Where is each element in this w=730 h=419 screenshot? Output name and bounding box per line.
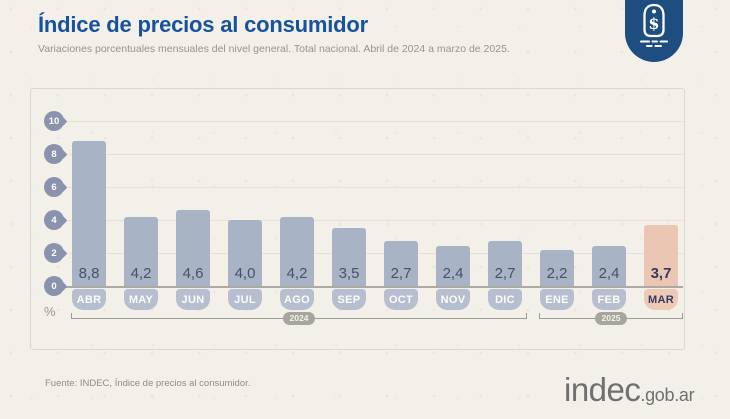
year-label-2025: 2025 [595,312,627,325]
bar-jul [228,220,262,286]
year-label-2024: 2024 [283,312,315,325]
bar-value-label-sep: 3,5 [338,265,360,282]
bar-ago [280,216,314,286]
x-axis-label-jul: JUL [228,289,262,310]
y-axis-tick-4: 4 [44,210,64,230]
gridline-4 [64,220,683,221]
x-axis-label-nov: NOV [436,289,470,310]
bar-sep [332,228,366,286]
bar-mar [644,224,678,286]
y-axis-tick-6: 6 [44,177,64,197]
gridline-10 [64,121,683,122]
x-axis-label-feb: FEB [592,289,626,310]
bar-feb [592,246,626,286]
bar-value-label-dic: 2,7 [494,265,516,282]
y-axis-tick-2: 2 [44,243,64,263]
bar-ene [540,249,574,286]
bar-value-label-jun: 4,6 [182,265,204,282]
x-axis-label-ene: ENE [540,289,574,310]
gridline-6 [64,187,683,188]
y-axis-unit-label: % [44,304,56,319]
svg-text:$: $ [648,14,659,33]
page-title: Índice de precios al consumidor [38,12,368,37]
bar-oct [384,241,418,286]
bar-may [124,216,158,286]
bar-abr [72,140,106,286]
bar-value-label-oct: 2,7 [390,265,412,282]
x-axis-label-ago: AGO [280,289,314,310]
bar-nov [436,246,470,286]
price-tag-dollar-icon: $ [625,0,683,62]
indec-logo: indec .gob.ar [564,371,695,408]
x-axis-label-sep: SEP [332,289,366,310]
x-axis-label-dic: DIC [488,289,522,310]
logo-main-text: indec [564,371,641,408]
y-axis-tick-10: 10 [44,111,64,131]
price-tag-glyph: $ [640,3,668,47]
gridline-2 [64,253,683,254]
bar-dic [488,241,522,286]
bar-value-label-mar: 3,7 [650,265,672,282]
x-axis-label-may: MAY [124,289,158,310]
y-axis-tick-0: 0 [44,276,64,296]
y-axis-tick-8: 8 [44,144,64,164]
bar-value-label-abr: 8,8 [78,265,100,282]
bar-value-label-may: 4,2 [130,265,152,282]
page-subtitle: Variaciones porcentuales mensuales del n… [38,43,510,55]
bar-value-label-ene: 2,2 [546,265,568,282]
source-note: Fuente: INDEC, Índice de precios al cons… [45,378,251,389]
bar-value-label-feb: 2,4 [598,265,620,282]
bar-value-label-ago: 4,2 [286,265,308,282]
chart-panel: 0 2 4 6 8 10 8,8 ABR 4,2 MAY 4,6 JUN 4,0 JUL 4,2 AGO 3,… [30,88,685,350]
x-axis-label-mar: MAR [644,289,678,310]
x-axis-label-oct: OCT [384,289,418,310]
x-axis-label-jun: JUN [176,289,210,310]
bar-value-label-jul: 4,0 [234,265,256,282]
x-axis-label-abr: ABR [72,289,106,310]
gridline-0 [64,286,683,288]
bar-jun [176,210,210,286]
bar-value-label-nov: 2,4 [442,265,464,282]
logo-suffix-text: .gob.ar [640,385,695,405]
gridline-8 [64,154,683,155]
